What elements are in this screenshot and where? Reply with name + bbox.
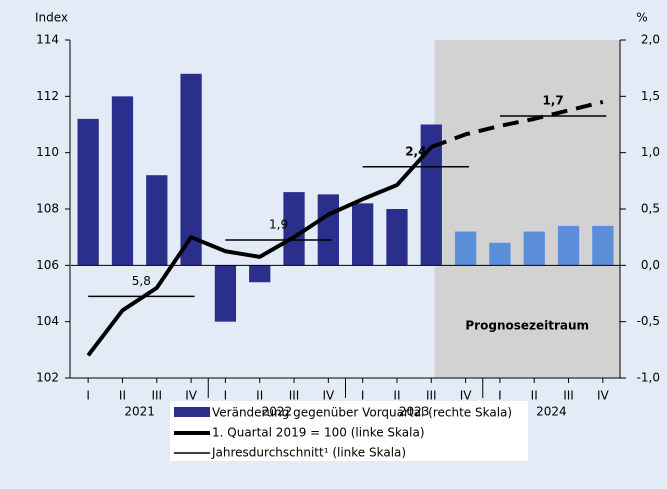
average-label: 2,4: [405, 144, 426, 158]
y-tick-label: 102: [36, 371, 59, 385]
x-tick-label: IV: [185, 389, 198, 403]
x-tick-label: III: [151, 389, 162, 403]
bar: [146, 175, 168, 266]
year-label: 2022: [262, 405, 293, 419]
bar: [352, 203, 374, 266]
x-tick-label: III: [563, 389, 574, 403]
index-line: [430, 100, 604, 149]
x-tick-label: III: [426, 389, 437, 403]
y2-tick-label: 1,0: [641, 145, 660, 159]
bar: [214, 265, 237, 322]
index-line: [86, 145, 433, 357]
legend-swatch: [174, 407, 210, 417]
y-axis-label: Index: [35, 11, 68, 25]
y2-tick-label: 1,5: [641, 89, 660, 103]
y2-tick-label: -0,5: [637, 314, 660, 328]
year-label: 2023: [399, 405, 430, 419]
y-tick-label: 114: [36, 33, 59, 47]
y2-tick-label: 0,0: [641, 258, 660, 272]
y2-tick-label: -1,0: [637, 371, 660, 385]
forecast-shade: [434, 40, 620, 378]
y-tick-label: 108: [36, 202, 59, 216]
x-tick-label: I: [224, 389, 228, 403]
x-tick-label: I: [361, 389, 365, 403]
y2-tick-label: 2,0: [641, 33, 660, 47]
x-tick-label: II: [531, 389, 538, 403]
y-tick-label: 104: [36, 314, 59, 328]
y-tick-label: 110: [36, 145, 59, 159]
bar: [523, 231, 545, 266]
y-tick-label: 106: [36, 258, 59, 272]
bar: [317, 194, 339, 266]
bar: [180, 73, 202, 266]
average-label: 1,7: [542, 94, 563, 108]
average-label: 5,8: [132, 274, 151, 288]
y-tick-label: 112: [36, 89, 59, 103]
x-tick-label: II: [119, 389, 126, 403]
forecast-label: Prognosezeitraum: [465, 319, 589, 333]
x-tick-label: IV: [322, 389, 335, 403]
bar: [77, 118, 99, 266]
bar: [454, 231, 477, 266]
average-label: 1,9: [269, 217, 288, 231]
x-tick-label: IV: [460, 389, 473, 403]
y2-axis-label: %: [636, 11, 647, 25]
bar: [489, 242, 511, 266]
bar: [592, 225, 614, 266]
x-tick-label: I: [86, 389, 90, 403]
x-tick-label: III: [289, 389, 300, 403]
year-label: 2021: [124, 405, 155, 419]
x-tick-label: II: [393, 389, 400, 403]
legend-label: 1. Quartal 2019 = 100 (linke Skala): [212, 426, 425, 440]
bar: [283, 192, 305, 266]
x-tick-label: IV: [597, 389, 610, 403]
legend-label: Veränderung gegenüber Vorquartal (rechte…: [212, 406, 512, 420]
bar: [386, 209, 408, 266]
x-tick-label: I: [498, 389, 502, 403]
legend-box: [170, 401, 528, 461]
bar: [557, 225, 580, 266]
legend-label: Jahresdurchschnitt¹ (linke Skala): [211, 446, 406, 460]
y2-tick-label: 0,5: [641, 202, 660, 216]
bar: [420, 124, 442, 266]
year-label: 2024: [536, 405, 567, 419]
bar: [111, 96, 134, 266]
x-tick-label: II: [256, 389, 263, 403]
bar: [249, 265, 271, 283]
